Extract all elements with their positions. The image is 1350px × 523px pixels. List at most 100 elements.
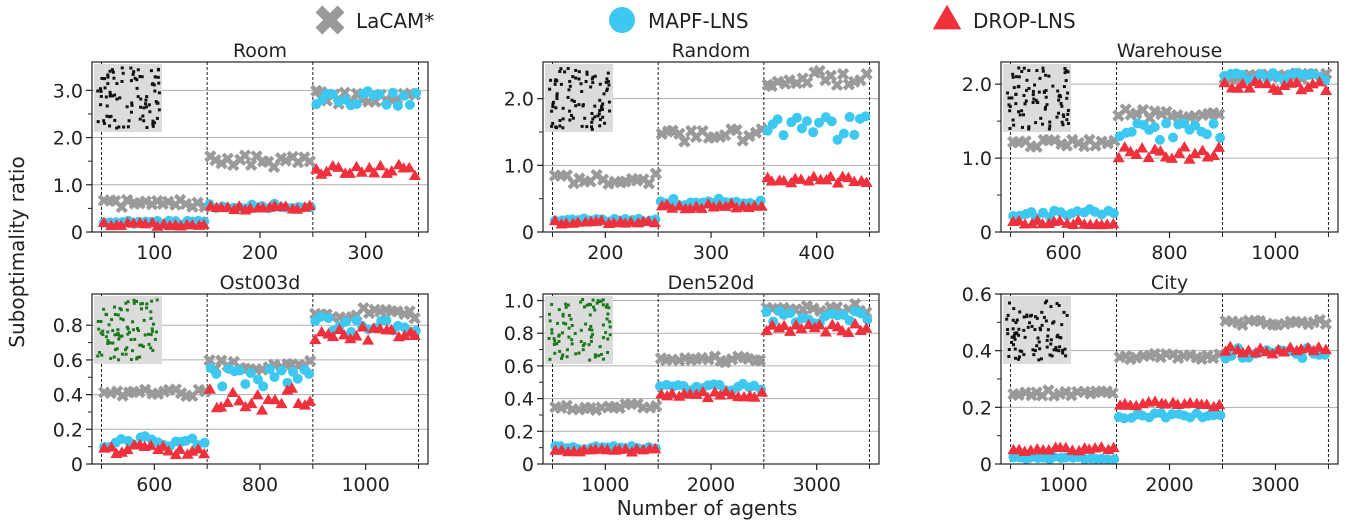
map-thumbnail-cell [591, 75, 595, 79]
data-point-triangle [197, 218, 210, 230]
map-thumbnail-cell [102, 119, 106, 123]
map-thumbnail-cell [1061, 348, 1065, 352]
data-point-triangle [173, 443, 186, 454]
data-point-circle [411, 88, 422, 99]
chart-panel: 0 0.2 0.4 0.6 0.8 600 800 1000 Ost003d [53, 272, 429, 496]
data-point-triangle [121, 443, 134, 454]
map-thumbnail-cell [559, 67, 563, 71]
map-thumbnail-cell [1031, 93, 1035, 97]
map-thumbnail-cell [1023, 335, 1027, 339]
data-point-x-cross [1253, 315, 1266, 328]
data-point-circle [1208, 118, 1219, 129]
map-thumbnail-cell [566, 95, 570, 99]
data-point-x-cross [743, 129, 756, 143]
map-thumbnail-cell [1013, 337, 1017, 341]
map-thumbnail-cell [151, 119, 155, 123]
map-thumbnail-cell [120, 66, 124, 70]
map-thumbnail-cell [1008, 127, 1012, 131]
map-thumbnail-cell [112, 76, 116, 80]
map-thumbnail-cell [1065, 96, 1069, 100]
map-thumbnail-cell [1065, 313, 1069, 317]
map-thumbnail-cell [149, 310, 153, 314]
data-point-triangle [1207, 149, 1220, 161]
map-thumbnail-cell [600, 104, 604, 108]
data-point-x-cross [813, 64, 826, 78]
map-thumbnail-cell [131, 320, 135, 324]
data-point-triangle [398, 329, 411, 341]
data-point-triangle [157, 440, 170, 451]
data-point-circle [785, 308, 796, 319]
map-thumbnail-cell [1006, 332, 1010, 336]
map-thumbnail-cell [547, 312, 551, 316]
map-thumbnail-cell [120, 352, 124, 356]
map-thumbnail-cell [1055, 302, 1059, 306]
map-thumbnail-cell [1024, 99, 1028, 103]
map-thumbnail-cell [590, 328, 594, 332]
map-thumbnail-cell [607, 83, 611, 87]
data-point-triangle [144, 439, 157, 450]
map-thumbnail-cell [1034, 315, 1038, 319]
map-thumbnail-cell [1045, 103, 1049, 107]
map-thumbnail-cell [567, 335, 571, 339]
map-thumbnail-cell [590, 112, 594, 116]
data-point-x-cross [1106, 387, 1119, 400]
map-thumbnail-cell [102, 307, 106, 311]
data-point-circle [801, 116, 812, 127]
data-point-circle [844, 111, 855, 122]
map-thumbnail-cell [1017, 75, 1021, 79]
map-thumbnail-cell [554, 78, 558, 82]
map-thumbnail-cell [590, 127, 594, 131]
y-tick-label: 1.0 [53, 175, 83, 197]
map-thumbnail-cell [583, 342, 587, 346]
map-thumbnail-cell [1020, 125, 1024, 129]
data-point-circle [862, 314, 873, 325]
map-thumbnail-cell [1013, 331, 1017, 335]
map-thumbnail-cell [601, 115, 605, 119]
map-thumbnail-cell [155, 298, 159, 302]
map-thumbnail-cell [568, 84, 572, 88]
map-thumbnail-cell [574, 68, 578, 72]
map-thumbnail-cell [570, 98, 574, 102]
data-point-triangle [595, 214, 608, 225]
map-thumbnail-cell [550, 331, 554, 335]
map-thumbnail-icon [1003, 296, 1071, 364]
y-tick-label: 0.8 [504, 323, 534, 345]
data-point-circle [808, 127, 819, 138]
map-thumbnail-cell [1015, 331, 1019, 335]
map-thumbnail-cell [585, 72, 589, 76]
map-thumbnail-cell [117, 125, 121, 129]
map-thumbnail-cell [580, 90, 584, 94]
map-thumbnail-cell [579, 340, 583, 344]
map-thumbnail-cell [558, 124, 562, 128]
panel-title: City [1151, 272, 1188, 294]
map-thumbnail-cell [591, 81, 595, 85]
data-point-triangle [374, 159, 387, 171]
data-point-x-cross [1130, 351, 1143, 364]
y-tick-label: 0 [980, 222, 992, 244]
x-tick-label: 300 [693, 242, 729, 264]
map-thumbnail-icon [94, 296, 162, 364]
data-point-x-cross [1130, 107, 1143, 120]
map-thumbnail-cell [132, 301, 136, 305]
map-thumbnail-cell [584, 80, 588, 84]
map-thumbnail-cell [120, 334, 124, 338]
map-thumbnail-cell [132, 298, 136, 302]
map-thumbnail-cell [1027, 127, 1031, 131]
map-thumbnail-cell [1066, 91, 1070, 95]
map-thumbnail-cell [557, 308, 561, 312]
x-tick-label: 200 [587, 242, 623, 264]
map-thumbnail-cell [568, 109, 572, 113]
map-thumbnail-cell [119, 308, 123, 312]
map-thumbnail-cell [129, 358, 133, 362]
map-thumbnail-cell [1048, 353, 1052, 357]
map-thumbnail-cell [548, 87, 552, 91]
map-thumbnail-cell [157, 108, 161, 112]
map-thumbnail-cell [561, 126, 565, 130]
data-point-triangle [350, 160, 363, 172]
map-thumbnail-cell [564, 305, 568, 309]
x-tick-label: 3000 [792, 474, 840, 496]
map-thumbnail-cell [106, 75, 110, 79]
map-thumbnail-cell [605, 317, 609, 321]
map-thumbnail-cell [138, 117, 142, 121]
map-thumbnail-cell [106, 339, 110, 343]
